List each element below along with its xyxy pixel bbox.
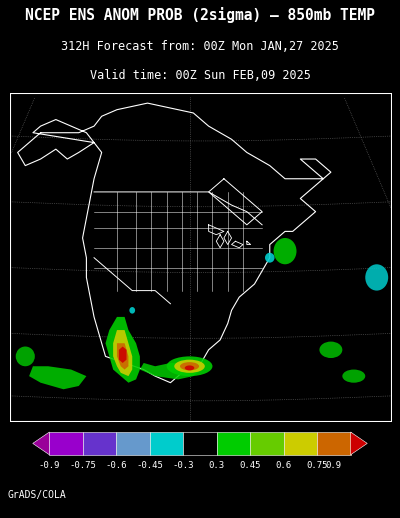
Text: Valid time: 00Z Sun FEB,09 2025: Valid time: 00Z Sun FEB,09 2025 bbox=[90, 69, 310, 82]
Ellipse shape bbox=[342, 369, 365, 383]
Polygon shape bbox=[29, 366, 86, 390]
Bar bbox=[183, 432, 217, 455]
Polygon shape bbox=[33, 432, 50, 455]
Text: 312H Forecast from: 00Z Mon JAN,27 2025: 312H Forecast from: 00Z Mon JAN,27 2025 bbox=[61, 40, 339, 53]
Bar bbox=[250, 432, 284, 455]
Bar bbox=[50, 432, 83, 455]
Text: -0.9: -0.9 bbox=[39, 462, 60, 470]
Bar bbox=[317, 432, 350, 455]
Bar bbox=[150, 432, 183, 455]
Polygon shape bbox=[140, 363, 201, 379]
Text: -0.75: -0.75 bbox=[70, 462, 96, 470]
Ellipse shape bbox=[185, 365, 194, 370]
Ellipse shape bbox=[320, 341, 342, 358]
Text: NCEP ENS ANOM PROB (2sigma) – 850mb TEMP: NCEP ENS ANOM PROB (2sigma) – 850mb TEMP bbox=[25, 7, 375, 23]
Polygon shape bbox=[106, 317, 140, 383]
Text: 0.45: 0.45 bbox=[240, 462, 261, 470]
Bar bbox=[217, 432, 250, 455]
Polygon shape bbox=[117, 343, 128, 369]
Text: -0.6: -0.6 bbox=[106, 462, 127, 470]
Polygon shape bbox=[113, 330, 132, 376]
Text: 0.75: 0.75 bbox=[306, 462, 328, 470]
Ellipse shape bbox=[274, 238, 296, 264]
Text: -0.3: -0.3 bbox=[172, 462, 194, 470]
Ellipse shape bbox=[265, 253, 274, 263]
Bar bbox=[284, 432, 317, 455]
Bar bbox=[116, 432, 150, 455]
Ellipse shape bbox=[174, 359, 205, 373]
Text: -0.45: -0.45 bbox=[136, 462, 163, 470]
Polygon shape bbox=[119, 347, 126, 363]
Polygon shape bbox=[350, 432, 367, 455]
Text: 0.3: 0.3 bbox=[209, 462, 225, 470]
Text: GrADS/COLA: GrADS/COLA bbox=[8, 490, 67, 500]
Ellipse shape bbox=[180, 362, 199, 370]
Ellipse shape bbox=[129, 307, 135, 313]
Text: 0.9: 0.9 bbox=[326, 462, 342, 470]
Ellipse shape bbox=[365, 264, 388, 291]
Text: 0.6: 0.6 bbox=[276, 462, 292, 470]
Ellipse shape bbox=[167, 356, 212, 376]
Bar bbox=[83, 432, 116, 455]
Ellipse shape bbox=[16, 347, 35, 366]
